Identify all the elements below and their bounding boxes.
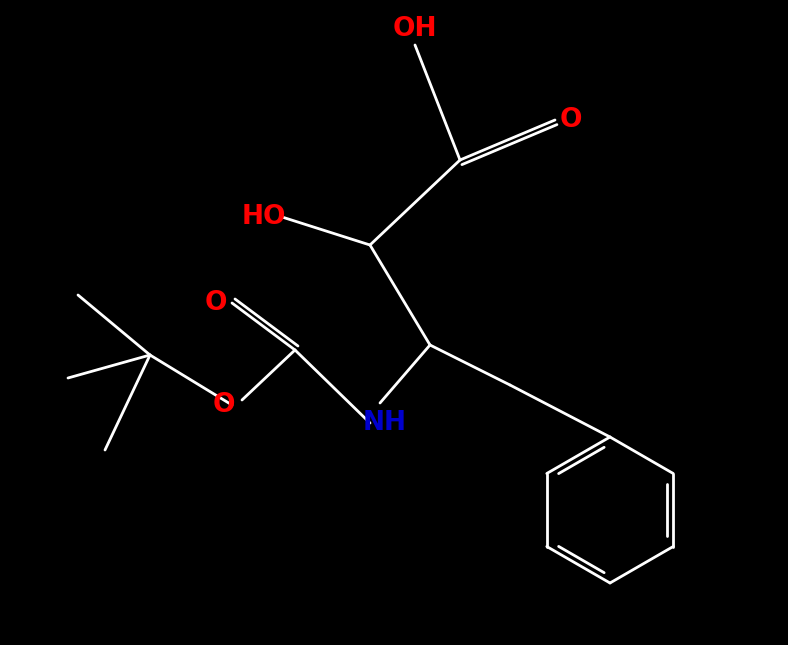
Text: HO: HO xyxy=(242,204,286,230)
Text: OH: OH xyxy=(392,16,437,42)
Text: NH: NH xyxy=(363,410,407,436)
Text: O: O xyxy=(213,392,236,418)
Text: O: O xyxy=(205,290,227,316)
Text: O: O xyxy=(559,107,582,133)
